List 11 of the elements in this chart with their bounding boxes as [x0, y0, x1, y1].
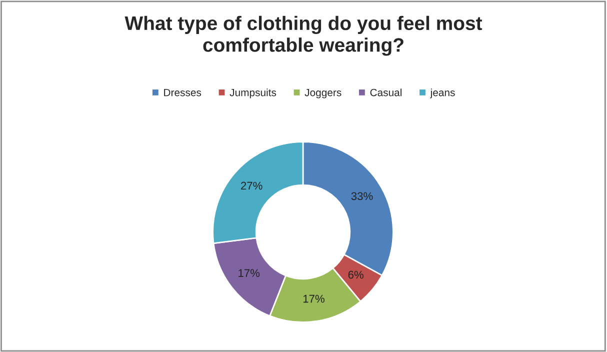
legend-label: Jumpsuits — [230, 88, 276, 98]
chart-title: What type of clothing do you feel most comfortable wearing? — [124, 16, 482, 56]
data-label: 6% — [348, 270, 364, 279]
legend-label: Casual — [370, 88, 402, 96]
data-label: 33% — [351, 192, 373, 200]
data-label: 17% — [303, 294, 324, 303]
data-label: 17% — [238, 269, 260, 277]
legend-label: Joggers — [304, 88, 342, 98]
data-label: 27% — [241, 182, 262, 190]
legend-label: jeans — [430, 88, 455, 98]
legend-label: Dresses — [164, 88, 202, 96]
